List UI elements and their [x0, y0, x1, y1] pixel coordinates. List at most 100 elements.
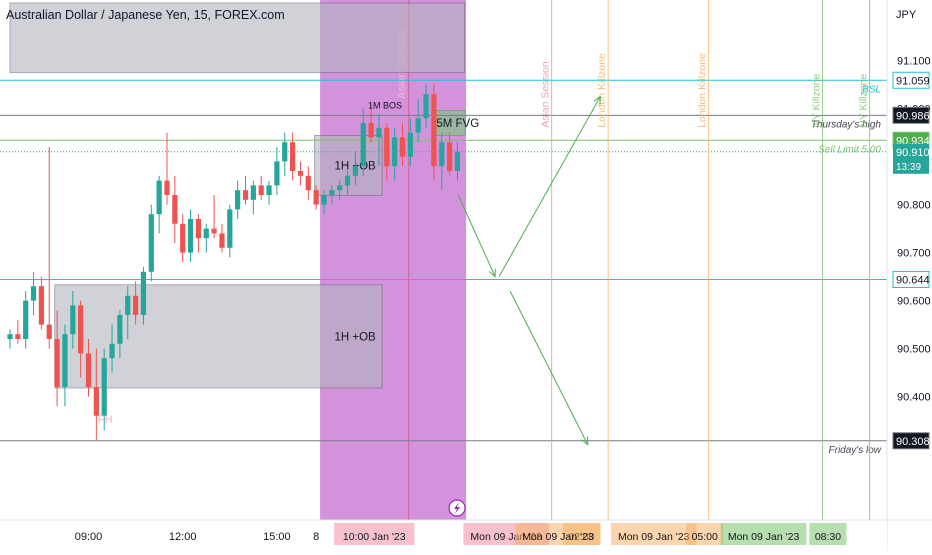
candle-body [133, 295, 139, 315]
candle-body [258, 185, 264, 195]
candle-body [62, 334, 68, 387]
candle-body [38, 286, 44, 325]
x-tick-label: 15:00 [263, 531, 291, 543]
time-tag: Mon 09 Jan '23 [618, 531, 690, 543]
price-tag: 90.644 [896, 274, 930, 286]
candle-body [148, 214, 154, 272]
candle-body [439, 142, 445, 167]
candle-body [78, 305, 84, 354]
zone-5m-fvg-3 [431, 110, 466, 136]
candle-body [125, 295, 131, 315]
candle-body [219, 233, 225, 248]
zone-range-0 [9, 2, 466, 74]
candle-body [46, 324, 52, 339]
candle-body [447, 142, 453, 171]
y-tick-label: 91.100 [897, 56, 931, 68]
annotation-0: 1M BOS [368, 101, 402, 111]
candle-body [250, 185, 256, 200]
candle-body [54, 339, 60, 387]
projection-arrow-1 [498, 96, 601, 277]
candle-body [15, 334, 21, 339]
candle-body [431, 94, 437, 167]
time-tag: Mon 09 Jan '23 [728, 531, 800, 543]
annotation-1: FH [98, 414, 113, 426]
time-tag-bg-6 [720, 523, 807, 545]
x-tick-label: 8 [313, 531, 319, 543]
candle-body [454, 151, 461, 171]
candle-body [203, 228, 209, 239]
candle-body [7, 334, 13, 339]
candle-body [407, 132, 413, 157]
killzone-label: NY Killzone [858, 74, 870, 128]
lightning-bolt-icon [454, 502, 460, 514]
current-price-tag: 90.910 [896, 147, 930, 159]
time-tag: 10:00 Jan '23 [343, 531, 406, 543]
candle-body [187, 219, 194, 253]
candle-body [376, 127, 382, 138]
candle-body [415, 118, 421, 133]
price-tag: 90.986 [896, 110, 930, 122]
x-tick-label: 12:00 [169, 531, 197, 543]
y-tick-label: 90.400 [897, 392, 931, 404]
candle-body [329, 190, 335, 195]
candle-body [360, 123, 366, 167]
candle-body [423, 94, 429, 119]
candle-body [140, 271, 147, 315]
candle-body [384, 127, 390, 167]
candle-body [117, 315, 123, 344]
price-tag-bg [892, 71, 930, 89]
candle-body [172, 195, 178, 224]
killzone-label: NY Killzone [810, 74, 822, 128]
candle-body [70, 305, 76, 335]
candle-body [297, 171, 304, 176]
y-tick-label: 90.800 [897, 200, 931, 212]
candle-body [282, 142, 288, 162]
projection-arrow-0 [457, 194, 496, 277]
countdown-tag: 13:39 [896, 162, 921, 173]
time-tag: 05:00 [692, 531, 718, 543]
price-tag-bg [892, 432, 930, 450]
level-label: Thursday's high [811, 119, 882, 130]
time-tag: Mon 09 Jan '23 [522, 531, 594, 543]
candle-body [195, 219, 201, 239]
killzone-label: Asian Session [540, 61, 552, 128]
candle-body [368, 123, 374, 138]
candle-body [109, 343, 115, 359]
price-tag-bg [892, 270, 930, 288]
level-label: Friday's low [829, 445, 882, 456]
candle-body [352, 166, 358, 176]
candle-body [85, 353, 92, 387]
candle-body [321, 195, 327, 205]
y-tick-label: 90.600 [897, 296, 931, 308]
time-tag-bg-4 [610, 523, 697, 545]
zone-1h-ob-1 [314, 134, 383, 196]
y-tick-label: 90.700 [897, 248, 931, 260]
price-tag: 90.308 [896, 436, 930, 448]
candle-body [344, 175, 351, 186]
arrow-head [581, 436, 589, 446]
candle-body [156, 180, 162, 215]
zone-label: 1H +OB [334, 331, 376, 343]
candle-body [305, 175, 311, 191]
candle-body [211, 228, 217, 234]
x-tick-label: 09:00 [75, 531, 103, 543]
killzone-label: London Killzone [697, 53, 709, 128]
candle-body [290, 142, 296, 171]
zone-label: 5M FVG [436, 118, 479, 130]
candle-body [399, 137, 406, 157]
candle-body [23, 300, 29, 339]
candle-body [227, 209, 233, 248]
time-tag-bg-0 [334, 523, 415, 545]
time-tag-bg-7 [809, 523, 847, 545]
candle-body [93, 387, 99, 416]
arrow-head [593, 95, 601, 105]
time-tag-bg-5 [686, 523, 724, 545]
price-tag-bg [892, 106, 930, 124]
y-tick-label: 90.500 [897, 344, 931, 356]
currency-label: JPY [896, 9, 917, 21]
candle-body [274, 161, 280, 186]
candle-body [266, 185, 272, 195]
candle-body [337, 185, 343, 191]
